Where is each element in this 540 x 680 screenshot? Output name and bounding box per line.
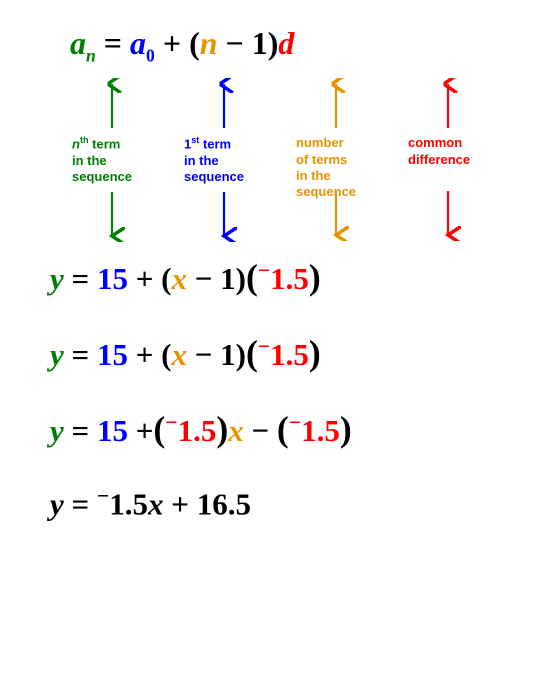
term-d: d xyxy=(278,25,294,61)
eq1-eq: = xyxy=(64,261,97,296)
arrow-down-icon xyxy=(210,190,238,242)
equation-2: y = 15 + (x − 1)(−1.5) xyxy=(50,332,500,374)
arrow-up-icon xyxy=(210,78,238,130)
arrow-down-icon xyxy=(98,190,126,242)
eq1-plus: + ( xyxy=(128,261,172,296)
arrow-up-icon xyxy=(322,78,350,130)
eq1-minus1: − 1) xyxy=(187,261,246,296)
formula-plus-lparen: + ( xyxy=(155,25,200,61)
col-nth-term: nth term in the sequence xyxy=(72,78,152,242)
label-common-diff: common difference xyxy=(408,135,488,168)
formula-eq: = xyxy=(96,25,130,61)
equation-4: y = −1.5x + 16.5 xyxy=(50,484,500,522)
term-an-a: a xyxy=(70,25,86,61)
equation-3: y = 15 +(−1.5)x − (−1.5) xyxy=(50,408,500,450)
term-a0-0: 0 xyxy=(146,45,155,65)
term-an-n: n xyxy=(86,45,96,65)
eq1-y: y xyxy=(50,261,64,296)
eq1-lparen: ( xyxy=(246,257,258,297)
eq1-d: 1.5 xyxy=(270,261,309,296)
arrow-down-icon xyxy=(322,189,350,241)
eq1-15: 15 xyxy=(97,261,128,296)
label-nth-term: nth term in the sequence xyxy=(72,135,152,185)
arrow-labels: nth term in the sequence 1st term in the… xyxy=(72,78,500,242)
arrow-up-icon xyxy=(98,78,126,130)
formula-minus1-rparen: − 1) xyxy=(218,25,279,61)
arrow-down-icon xyxy=(434,189,462,241)
general-formula: an = a0 + (n − 1)d xyxy=(70,25,500,66)
col-common-diff: common difference xyxy=(408,78,488,242)
eq1-neg: − xyxy=(258,259,270,283)
equation-1: y = 15 + (x − 1)(−1.5) xyxy=(50,256,500,298)
col-num-terms: number of terms in the sequence xyxy=(296,78,376,242)
arrow-up-icon xyxy=(434,78,462,130)
label-first-term: 1st term in the sequence xyxy=(184,135,264,185)
term-a0-a: a xyxy=(130,25,146,61)
term-n: n xyxy=(200,25,218,61)
eq1-rparen: ) xyxy=(309,257,321,297)
col-first-term: 1st term in the sequence xyxy=(184,78,264,242)
eq1-x: x xyxy=(171,261,187,296)
